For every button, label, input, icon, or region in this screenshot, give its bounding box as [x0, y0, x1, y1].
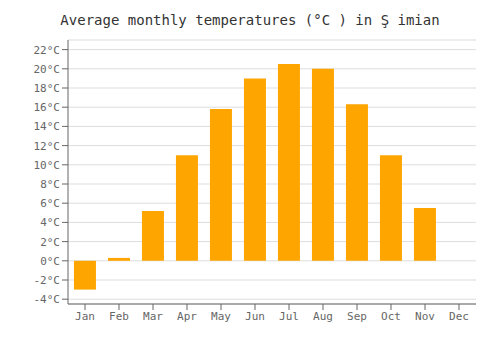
svg-text:-4°C: -4°C [34, 293, 61, 306]
svg-text:22°C: 22°C [34, 44, 61, 57]
svg-text:16°C: 16°C [34, 101, 61, 114]
svg-text:Aug: Aug [313, 310, 333, 323]
svg-text:10°C: 10°C [34, 159, 61, 172]
svg-text:6°C: 6°C [40, 197, 60, 210]
svg-text:0°C: 0°C [40, 255, 60, 268]
svg-text:20°C: 20°C [34, 63, 61, 76]
svg-text:Dec: Dec [449, 310, 469, 323]
svg-text:4°C: 4°C [40, 216, 60, 229]
svg-text:18°C: 18°C [34, 82, 61, 95]
svg-text:14°C: 14°C [34, 120, 61, 133]
svg-text:Apr: Apr [177, 310, 197, 323]
svg-text:12°C: 12°C [34, 140, 61, 153]
svg-text:Jan: Jan [75, 310, 95, 323]
svg-text:2°C: 2°C [40, 236, 60, 249]
svg-text:Jun: Jun [245, 310, 265, 323]
svg-text:Oct: Oct [381, 310, 401, 323]
svg-text:Mar: Mar [143, 310, 163, 323]
svg-text:Feb: Feb [109, 310, 129, 323]
svg-text:-2°C: -2°C [34, 274, 61, 287]
html-text:Average monthly temperatures (: Average monthly temperatures (°C ) in Ş … [60, 12, 440, 28]
svg-text:Sep: Sep [347, 310, 367, 323]
svg-text:Jul: Jul [279, 310, 299, 323]
svg-text:Nov: Nov [415, 310, 435, 323]
svg-text:8°C: 8°C [40, 178, 60, 191]
svg-text:May: May [211, 310, 231, 323]
